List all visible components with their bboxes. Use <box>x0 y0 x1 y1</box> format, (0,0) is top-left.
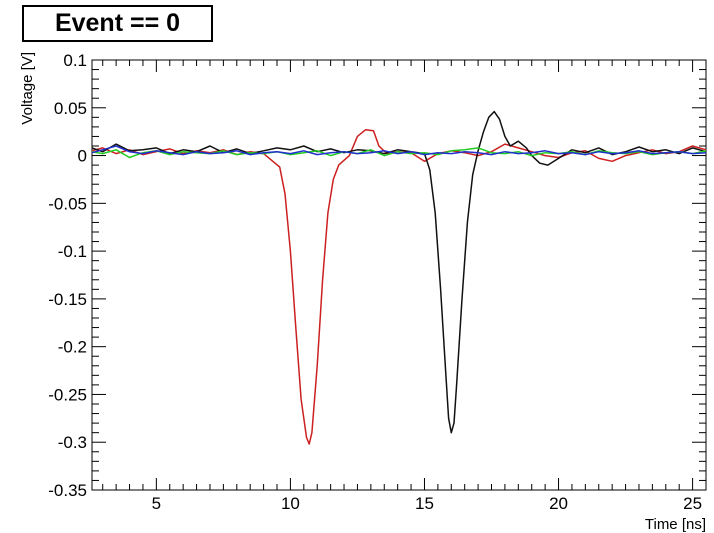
y-tick-label: -0.25 <box>48 385 87 404</box>
axis-ticks <box>92 59 707 491</box>
plot-frame <box>91 59 707 491</box>
x-tick-label: 25 <box>683 494 702 513</box>
x-tick-label: 5 <box>152 494 161 513</box>
y-tick-label: -0.35 <box>48 481 87 500</box>
series-line-3 <box>91 145 707 156</box>
y-tick-label: 0 <box>78 147 87 166</box>
x-tick-label: 20 <box>549 494 568 513</box>
chart-title: Event == 0 <box>22 5 213 42</box>
y-tick-label: 0.05 <box>54 99 87 118</box>
y-tick-label: -0.2 <box>58 338 87 357</box>
plot-series <box>91 110 707 445</box>
y-tick-label: -0.3 <box>58 433 87 452</box>
series-line-0 <box>91 129 707 445</box>
x-axis-label: Time [ns] <box>645 516 706 533</box>
x-tick-label: 10 <box>281 494 300 513</box>
x-tick-label: 15 <box>415 494 434 513</box>
y-tick-label: -0.1 <box>58 242 87 261</box>
y-tick-label: 0.1 <box>63 51 87 70</box>
tick-labels: 5 10 15 20 25 0.1 0.05 0 -0.05 -0.1 -0.15 -0.2 -0.25… <box>48 51 702 513</box>
plot-area-border <box>91 59 707 491</box>
y-axis-label: Voltage [V] <box>19 52 36 125</box>
y-tick-label: -0.05 <box>48 194 87 213</box>
y-tick-label: -0.15 <box>48 290 87 309</box>
